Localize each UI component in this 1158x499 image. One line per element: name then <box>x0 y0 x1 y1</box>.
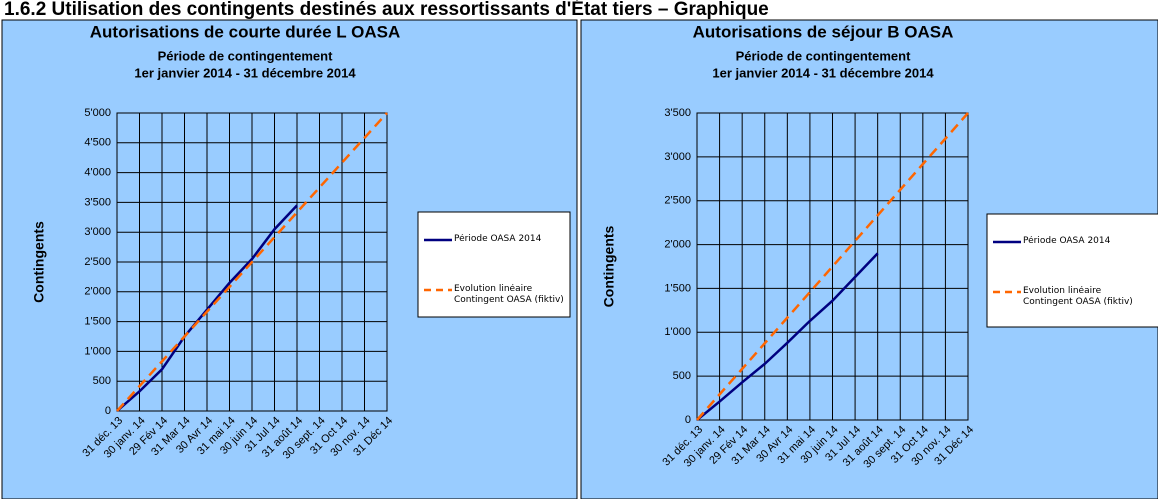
y-tick-label: 1'000 <box>664 326 691 338</box>
y-tick-label: 1'000 <box>84 345 111 357</box>
y-tick-label: 3'000 <box>84 226 111 238</box>
y-tick-label: 0 <box>685 414 691 426</box>
y-tick-label: 5'000 <box>84 107 111 119</box>
y-tick-label: 3'000 <box>664 151 691 163</box>
y-tick-label: 2'500 <box>664 195 691 207</box>
y-tick-label: 2'000 <box>84 286 111 298</box>
y-tick-label: 4'000 <box>84 167 111 179</box>
chart-subtitle: 1er janvier 2014 - 31 décembre 2014 <box>134 65 356 80</box>
y-tick-label: 3'500 <box>84 196 111 208</box>
data-line <box>696 112 969 421</box>
data-line <box>116 112 388 412</box>
y-tick-label: 2'000 <box>664 238 691 250</box>
chart-title: Autorisations de courte durée L OASA <box>90 22 400 41</box>
y-tick-label: 3'500 <box>664 107 691 119</box>
y-axis-label: Contingents <box>31 221 47 303</box>
legend-entry: Période OASA 2014 <box>1023 236 1111 246</box>
y-tick-label: 500 <box>93 375 111 387</box>
y-tick-label: 1'500 <box>664 282 691 294</box>
legend-entry: Evolution linéaire Contingent OASA (fikt… <box>454 284 564 305</box>
legend-label: Période OASA 2014 <box>1023 236 1111 246</box>
y-tick-label: 0 <box>105 405 111 417</box>
y-tick-label: 500 <box>673 370 691 382</box>
y-axis-label: Contingents <box>601 225 617 307</box>
data-line <box>696 252 879 421</box>
chart-subtitle: Période de contingentement <box>736 48 911 63</box>
legend-entry: Période OASA 2014 <box>454 234 542 244</box>
chart-subtitle: 1er janvier 2014 - 31 décembre 2014 <box>712 65 934 80</box>
legend-label: Période OASA 2014 <box>454 234 542 244</box>
legend-box <box>417 211 571 318</box>
y-tick-label: 1'500 <box>84 316 111 328</box>
legend-entry: Evolution linéaire Contingent OASA (fikt… <box>1023 286 1133 307</box>
legend-label: Evolution linéaire Contingent OASA (fikt… <box>1023 286 1133 307</box>
chart-subtitle: Période de contingentement <box>158 48 333 63</box>
chart-title: Autorisations de séjour B OASA <box>693 22 954 41</box>
legend-label: Evolution linéaire Contingent OASA (fikt… <box>454 284 564 305</box>
page-heading: 1.6.2 Utilisation des contingents destin… <box>4 0 769 20</box>
y-tick-label: 2'500 <box>84 256 111 268</box>
data-line <box>116 204 298 412</box>
y-tick-label: 4'500 <box>84 137 111 149</box>
legend-box <box>986 213 1158 328</box>
